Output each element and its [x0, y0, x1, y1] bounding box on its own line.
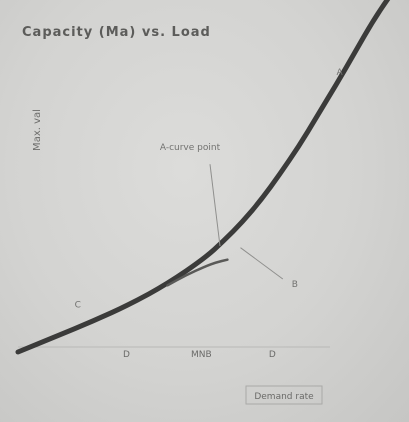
y-axis-label: Max. val — [32, 109, 43, 151]
leader-lines — [209, 164, 284, 280]
annotation-label-4: C — [75, 301, 81, 311]
x-axis-label: Demand rate — [254, 392, 314, 402]
x-tick-label-2: MNB — [191, 350, 212, 360]
leader-line-1 — [209, 164, 221, 247]
annotations-group: A-curve point B A C — [75, 68, 344, 311]
series-group — [15, 0, 391, 355]
series-line-2 — [166, 258, 229, 287]
leader-line-2 — [240, 247, 284, 280]
x-ticks-group: D MNB D — [123, 350, 276, 360]
chart-title: Capacity (Ma) vs. Load — [22, 25, 211, 40]
x-axis-label-box — [245, 385, 323, 405]
annotation-label-3: A — [337, 68, 344, 78]
series-line-1 — [15, 0, 391, 355]
x-tick-label-3: D — [269, 350, 276, 360]
x-tick-label-1: D — [123, 350, 130, 360]
annotation-label-2: B — [292, 280, 298, 290]
annotation-label-1: A-curve point — [160, 143, 221, 153]
